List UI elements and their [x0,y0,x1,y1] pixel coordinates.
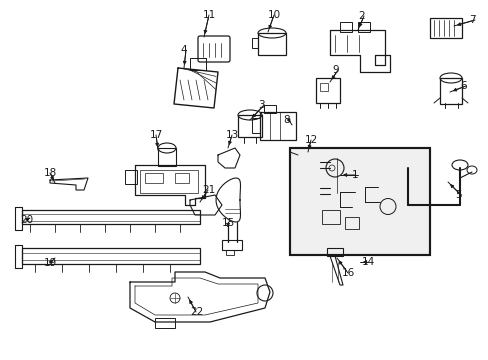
Text: 13: 13 [225,130,239,140]
Bar [140,170,198,193]
Bar [264,105,275,113]
Bar [289,148,429,255]
Bar [155,318,175,328]
Bar [339,22,351,32]
Text: 16: 16 [341,268,354,278]
Text: 5: 5 [454,190,461,200]
Text: 1: 1 [351,170,358,180]
Bar [175,173,189,183]
Bar [222,240,242,250]
Bar [429,18,461,38]
Bar [22,210,200,224]
Bar [258,33,285,55]
Bar [190,58,205,70]
Bar [289,148,429,255]
Text: 20: 20 [20,215,33,225]
Text: 19: 19 [44,258,57,268]
Text: 3: 3 [258,100,264,110]
Text: 21: 21 [202,185,215,195]
Bar [345,216,358,229]
Bar [158,148,176,166]
Bar [251,38,258,48]
Text: 12: 12 [305,135,318,145]
Bar [319,83,327,91]
Bar [238,115,262,137]
Bar [260,112,295,140]
Text: 10: 10 [267,10,281,20]
Text: 18: 18 [44,168,57,178]
Bar [145,173,163,183]
Bar [125,170,137,184]
Text: 15: 15 [222,218,235,228]
Bar [357,22,369,32]
Bar [321,210,339,224]
Bar [225,250,234,255]
Text: 9: 9 [331,65,338,75]
Bar [251,118,260,133]
Text: 4: 4 [180,45,186,55]
Bar [439,78,461,104]
Text: 6: 6 [459,81,466,91]
Text: 17: 17 [150,130,163,140]
Bar [315,78,339,103]
Text: 22: 22 [190,307,203,317]
Bar [326,248,342,256]
Text: 14: 14 [361,257,374,267]
Text: 7: 7 [468,15,475,25]
Bar [297,148,317,170]
Text: 8: 8 [283,115,289,125]
Text: 11: 11 [203,10,216,20]
Text: 2: 2 [357,11,364,21]
Bar [329,155,343,195]
Bar [22,248,200,264]
